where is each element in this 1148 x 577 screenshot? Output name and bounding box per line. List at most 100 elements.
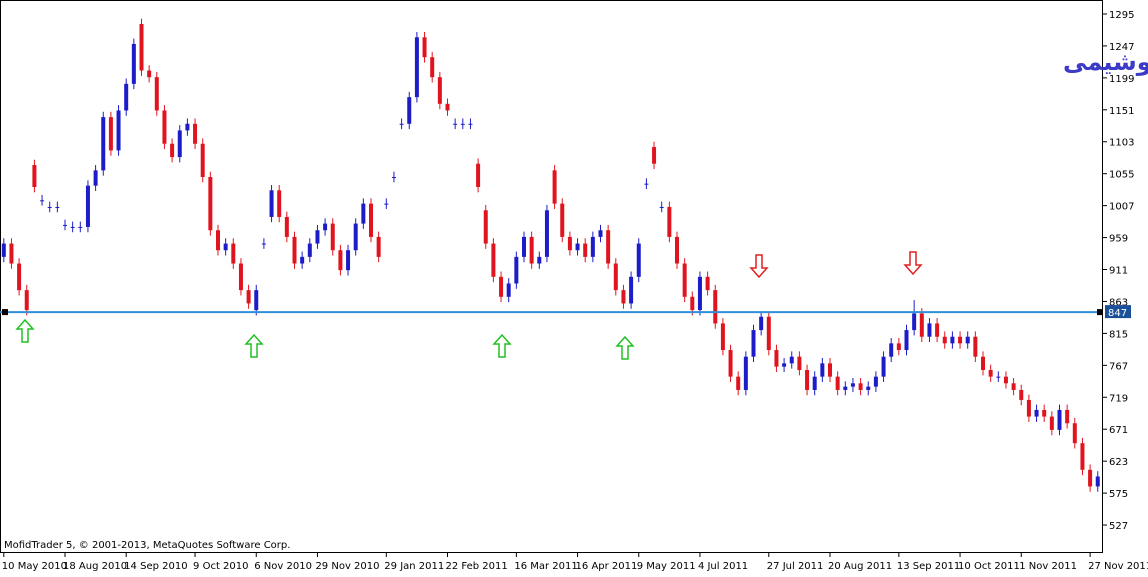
candle-body xyxy=(667,206,672,237)
candle-body xyxy=(193,123,198,144)
candle-body xyxy=(805,369,810,390)
candle-body xyxy=(483,210,488,244)
annotation-arrows xyxy=(15,251,923,360)
candle-body xyxy=(47,206,52,208)
level-marker xyxy=(1097,309,1103,316)
candle-body xyxy=(170,143,175,158)
y-tick-label: 1199 xyxy=(1109,74,1134,85)
down-arrow xyxy=(903,251,923,276)
candle-body xyxy=(644,183,649,185)
candle-body xyxy=(32,165,37,187)
x-tick-label: 10 May 2010 xyxy=(2,561,67,572)
x-tick-label: 22 Feb 2011 xyxy=(446,561,508,572)
candle-body xyxy=(1034,409,1039,417)
candle-body xyxy=(789,356,794,364)
candle-body xyxy=(828,363,832,377)
candle-body xyxy=(131,43,136,84)
candle-body xyxy=(422,37,427,58)
y-tick-label: 1103 xyxy=(1109,138,1134,149)
y-tick-label: 767 xyxy=(1109,361,1128,372)
candle-body xyxy=(414,37,419,98)
up-arrow xyxy=(15,318,35,343)
candle-body xyxy=(751,330,756,357)
candle-body xyxy=(116,110,121,151)
candle-body xyxy=(246,290,251,304)
candle-body xyxy=(889,343,894,357)
candle-body xyxy=(338,250,343,271)
up-arrow xyxy=(492,333,512,358)
candle-body xyxy=(506,283,511,297)
candle-body xyxy=(613,263,618,291)
candle-body xyxy=(9,243,14,264)
x-tick-label: 6 Nov 2010 xyxy=(254,561,312,572)
y-tick-label: 1055 xyxy=(1109,170,1134,181)
candle-body xyxy=(40,200,45,202)
candle-body xyxy=(307,243,312,257)
x-tick-label: 18 Aug 2010 xyxy=(63,561,127,572)
candle-body xyxy=(315,230,320,244)
x-tick-label: 29 Jan 2011 xyxy=(384,561,444,572)
level-label: 847 xyxy=(1108,308,1127,319)
y-tick-label: 1007 xyxy=(1109,202,1134,213)
candle-body xyxy=(216,230,220,251)
candle-body xyxy=(743,356,748,390)
x-tick-label: 13 Sep 2011 xyxy=(897,561,960,572)
candle-body xyxy=(1080,443,1085,470)
candle-body xyxy=(399,123,404,125)
candle-body xyxy=(675,236,679,264)
candle-body xyxy=(759,316,764,331)
candle-body xyxy=(17,263,22,291)
candle-body xyxy=(101,117,106,171)
candle-body xyxy=(850,383,855,387)
y-tick-label: 527 xyxy=(1109,521,1128,532)
candle-body xyxy=(927,323,932,337)
candle-body xyxy=(24,290,29,311)
candle-body xyxy=(529,236,534,264)
candle-body xyxy=(1019,389,1024,400)
candle-body xyxy=(1065,409,1070,424)
y-tick-label: 863 xyxy=(1109,297,1128,308)
candle-body xyxy=(736,376,741,390)
x-tick-label: 20 Aug 2011 xyxy=(828,561,892,572)
candle-body xyxy=(904,330,909,351)
chart-title: سرمایه گذاری پتروشیمی xyxy=(1063,48,1148,76)
candle-body xyxy=(858,383,863,390)
candle-body xyxy=(330,223,335,251)
candle-body xyxy=(369,203,373,237)
candle-body xyxy=(652,147,657,164)
y-tick-label: 1151 xyxy=(1109,106,1134,117)
candle-body xyxy=(522,236,526,257)
candle-body xyxy=(1003,376,1008,384)
candle-body xyxy=(996,376,1001,378)
candle-body xyxy=(55,206,60,208)
candle-body xyxy=(912,313,917,331)
candle-body xyxy=(544,210,549,257)
candle-body xyxy=(1072,423,1077,444)
down-arrow xyxy=(749,254,769,279)
candle-body xyxy=(491,243,496,277)
candle-body xyxy=(208,177,213,231)
candle-body xyxy=(690,296,695,311)
candle-body xyxy=(965,336,970,344)
candle-body xyxy=(445,103,450,111)
candle-body xyxy=(1011,383,1016,390)
level-label-box xyxy=(1105,305,1131,319)
candle-body xyxy=(1049,416,1054,430)
level-marker xyxy=(2,309,8,316)
candle-body xyxy=(606,230,611,264)
candle-body xyxy=(590,236,595,257)
candle-body xyxy=(353,223,358,251)
x-tick-label: 4 Jul 2011 xyxy=(698,561,748,572)
candle-body xyxy=(567,236,572,251)
candle-body xyxy=(231,243,236,264)
candle-body xyxy=(636,243,641,277)
candle-body xyxy=(162,110,167,144)
x-tick-label: 9 Oct 2010 xyxy=(193,561,248,572)
candle-body xyxy=(261,243,266,245)
candle-body xyxy=(407,97,412,124)
candle-body xyxy=(139,23,144,71)
candle-body xyxy=(866,386,871,390)
candle-body xyxy=(292,236,297,264)
plot-frame xyxy=(0,0,1103,553)
